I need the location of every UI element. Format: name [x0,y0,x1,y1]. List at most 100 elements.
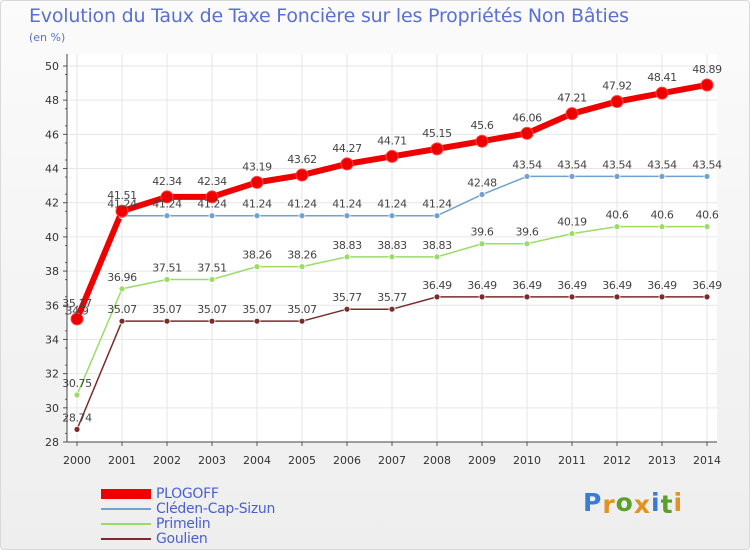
data-point-goulien [703,293,711,301]
data-label-primelin: 38.26 [287,249,317,262]
data-point-primelin [298,263,306,271]
data-point-plogoff [475,134,489,148]
data-point-cleden [253,212,261,220]
legend-label-plogoff: PLOGOFF [156,485,219,502]
data-label-plogoff: 44.27 [332,142,362,155]
data-point-primelin [73,391,81,399]
data-label-plogoff: 45.15 [422,127,452,140]
y-tick-label: 48 [45,94,59,107]
data-point-cleden [658,173,666,180]
data-label-primelin: 40.6 [651,209,674,222]
data-point-cleden [298,212,306,220]
proxiti-logo: Proxiti [583,488,684,519]
data-label-primelin: 38.83 [332,239,362,252]
legend-item-plogoff: PLOGOFF [101,485,275,502]
logo-letter: i [673,488,684,517]
data-label-plogoff: 41.51 [107,189,137,202]
data-label-primelin: 38.83 [377,239,407,252]
data-label-goulien: 35.07 [152,303,182,316]
data-label-plogoff: 48.41 [647,71,677,84]
data-label-cleden: 41.24 [107,198,137,211]
x-tick-label: 2013 [648,454,676,467]
data-point-goulien [298,317,306,325]
data-label-goulien: 36.49 [422,279,452,292]
data-label-primelin: 38.83 [422,239,452,252]
chart-subtitle: (en %) [29,31,66,44]
data-point-cleden [163,212,171,220]
x-tick-label: 2006 [333,454,361,467]
data-point-cleden [703,173,711,180]
logo-letter: o [615,488,634,517]
data-point-plogoff [160,190,174,204]
data-point-goulien [208,317,216,325]
data-label-cleden: 43.54 [512,158,542,171]
data-label-primelin: 36.96 [107,271,137,284]
data-point-plogoff [700,78,714,92]
data-label-goulien: 35.77 [332,291,362,304]
x-tick-label: 2001 [108,454,136,467]
data-point-cleden [523,173,531,180]
data-label-cleden: 41.24 [287,198,317,211]
data-label-primelin: 38.26 [242,249,272,262]
data-point-primelin [343,253,351,261]
chart-legend: PLOGOFF Cléden-Cap-Sizun Primelin Goulie… [101,485,275,547]
y-tick-label: 32 [45,368,59,381]
data-label-goulien: 36.49 [557,279,587,292]
x-tick-label: 2010 [513,454,541,467]
x-tick-label: 2014 [693,454,721,467]
data-point-cleden [208,212,216,220]
x-tick-label: 2000 [63,454,91,467]
x-tick-label: 2004 [243,454,271,467]
data-label-cleden: 41.24 [377,198,407,211]
data-label-plogoff: 47.92 [602,80,632,93]
data-label-plogoff: 43.19 [242,160,272,173]
data-label-plogoff: 47.21 [557,92,587,105]
y-tick-label: 30 [45,402,59,415]
data-label-cleden: 41.24 [152,198,182,211]
logo-letter: r [602,490,616,519]
data-label-cleden: 41.24 [197,198,227,211]
y-tick-label: 44 [45,163,59,176]
data-label-cleden: 43.54 [647,158,677,171]
data-point-plogoff [70,312,84,326]
data-label-primelin: 37.51 [197,261,227,274]
legend-item-primelin: Primelin [101,515,275,532]
data-label-goulien: 35.07 [107,303,137,316]
data-point-goulien [118,317,126,325]
data-label-primelin: 30.75 [62,377,92,390]
legend-label-goulien: Goulien [156,530,208,547]
data-label-goulien: 35.77 [377,291,407,304]
data-point-primelin [658,223,666,231]
data-label-goulien: 36.49 [647,279,677,292]
y-tick-label: 42 [45,197,59,210]
data-point-primelin [208,276,216,283]
x-tick-label: 2007 [378,454,406,467]
data-label-plogoff: 46.06 [512,111,542,124]
x-tick-label: 2011 [558,454,586,467]
data-label-primelin: 40.19 [557,216,587,229]
data-point-primelin [163,276,171,283]
y-tick-label: 38 [45,265,59,278]
data-label-plogoff: 48.89 [692,63,722,76]
data-point-primelin [253,263,261,271]
data-point-cleden [433,212,441,220]
data-label-primelin: 40.6 [606,209,629,222]
y-tick-label: 36 [45,299,59,312]
data-point-plogoff [205,190,219,204]
data-label-goulien: 35.07 [197,303,227,316]
legend-label-primelin: Primelin [156,515,211,532]
data-label-plogoff: 42.34 [152,175,182,188]
data-label-plogoff: 35.17 [62,297,92,310]
data-point-goulien [523,293,531,301]
data-point-plogoff [430,142,444,156]
data-label-cleden: 41.24 [422,198,452,211]
logo-letter: i [651,488,661,517]
data-point-primelin [523,240,531,248]
logo-letter: P [583,488,603,517]
legend-item-cleden: Cléden-Cap-Sizun [101,501,275,517]
logo-letter: x [633,490,651,519]
data-label-cleden: 41.24 [242,198,272,211]
data-label-goulien: 36.49 [512,279,542,292]
data-label-primelin: 39.6 [471,226,494,239]
